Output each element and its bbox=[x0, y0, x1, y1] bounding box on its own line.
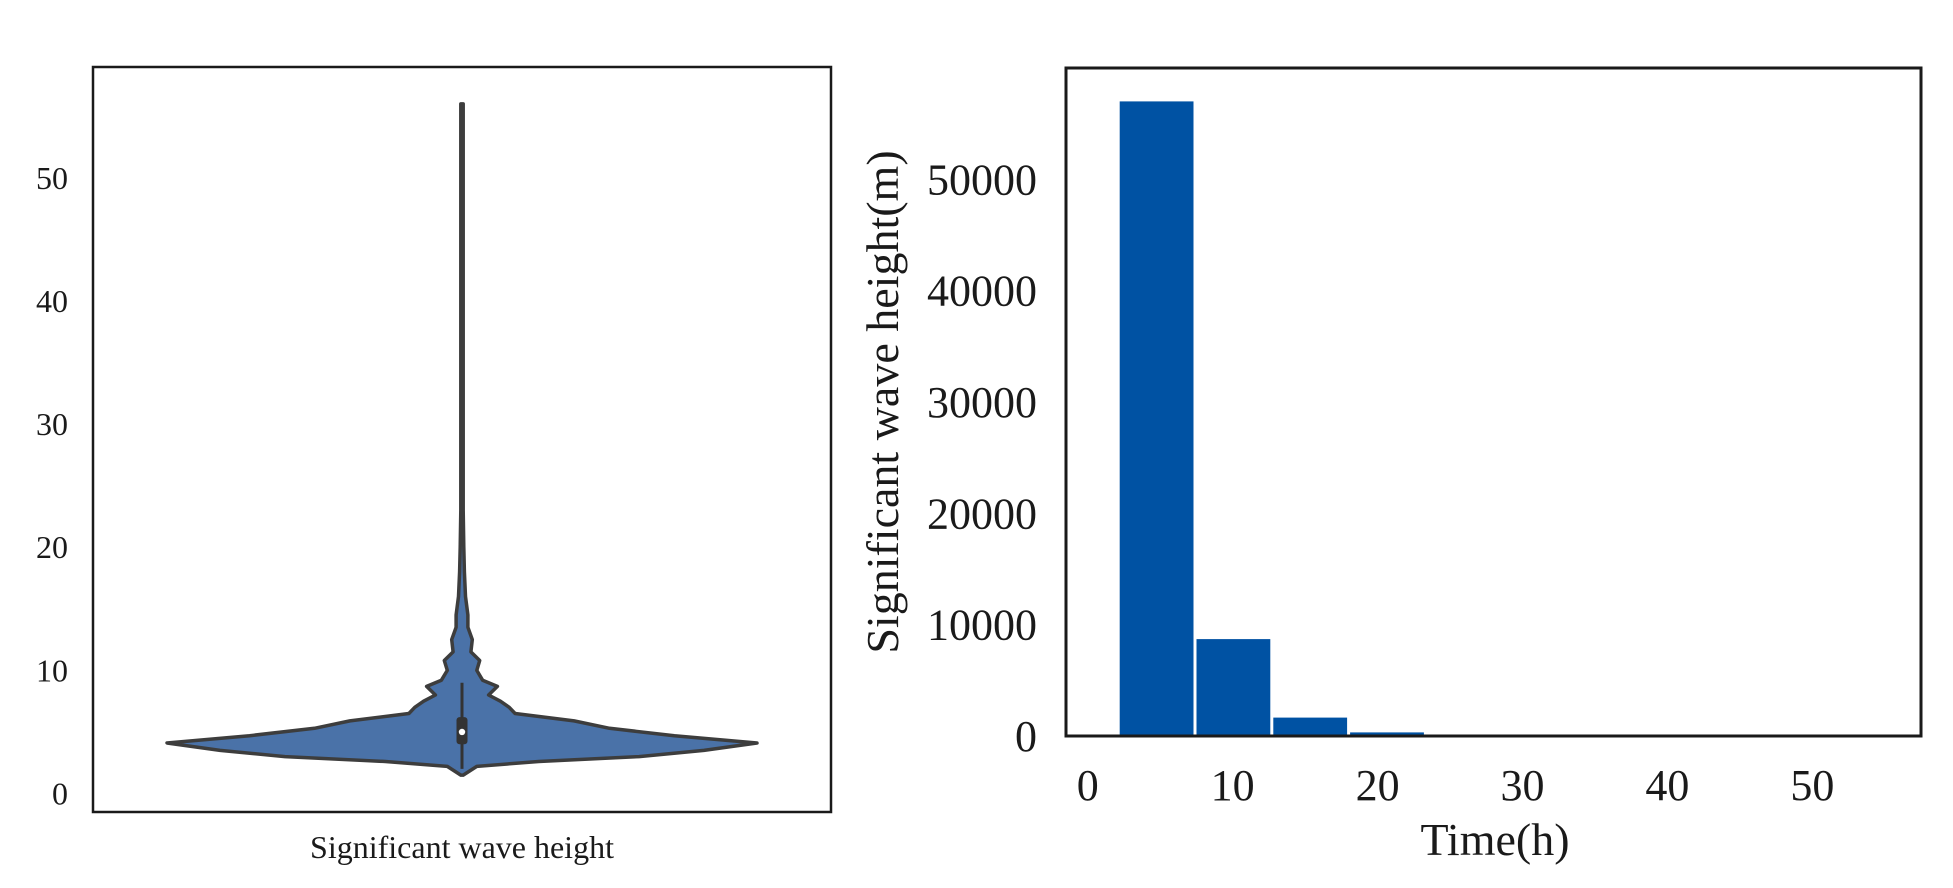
histogram-y-tick-label: 30000 bbox=[927, 378, 1037, 427]
violin-y-tick-label: 10 bbox=[36, 652, 68, 688]
histogram-bar bbox=[1119, 101, 1194, 736]
histogram-x-tick-label: 30 bbox=[1500, 761, 1544, 810]
histogram-bar bbox=[1196, 639, 1271, 736]
violin-axes-frame bbox=[91, 65, 833, 814]
histogram-x-label: Time(h) bbox=[1420, 814, 1569, 865]
histogram-x-tick-label: 10 bbox=[1211, 761, 1255, 810]
histogram-y-tick-label: 10000 bbox=[927, 601, 1037, 650]
violin-y-ticks: 0 10 20 30 40 50 bbox=[36, 160, 68, 812]
violin-body bbox=[165, 102, 759, 777]
histogram-x-tick-label: 50 bbox=[1790, 761, 1834, 810]
histogram-bar bbox=[1350, 732, 1424, 736]
violin-y-tick-label: 20 bbox=[36, 529, 68, 565]
violin-plot-area bbox=[165, 102, 759, 777]
violin-y-tick-label: 30 bbox=[36, 406, 68, 442]
violin-y-tick-label: 0 bbox=[52, 776, 68, 812]
violin-y-tick-label: 40 bbox=[36, 283, 68, 319]
histogram-x-tick-label: 40 bbox=[1645, 761, 1689, 810]
histogram-x-tick-label: 20 bbox=[1356, 761, 1400, 810]
histogram-chart: 0 10000 20000 30000 40000 50000 0 10 20 30 40 50 T… bbox=[857, 66, 1923, 865]
violin-chart: 0 10 20 30 40 50 Significant wave height bbox=[36, 65, 833, 865]
violin-y-tick-label: 50 bbox=[36, 160, 68, 196]
histogram-y-label: Significant wave height(m) bbox=[857, 150, 908, 653]
histogram-y-tick-label: 50000 bbox=[927, 155, 1037, 204]
histogram-bar bbox=[1273, 717, 1348, 736]
histogram-y-ticks: 0 10000 20000 30000 40000 50000 bbox=[927, 155, 1037, 761]
histogram-y-tick-label: 20000 bbox=[927, 489, 1037, 538]
violin-median-dot bbox=[458, 728, 466, 736]
histogram-x-tick-label: 0 bbox=[1077, 761, 1099, 810]
histogram-bars bbox=[1119, 101, 1885, 737]
histogram-x-ticks: 0 10 20 30 40 50 bbox=[1077, 761, 1835, 810]
histogram-y-tick-label: 40000 bbox=[927, 267, 1037, 316]
histogram-axes-frame bbox=[1064, 66, 1923, 738]
violin-x-label: Significant wave height bbox=[310, 829, 614, 865]
histogram-y-tick-label: 0 bbox=[1015, 712, 1037, 761]
